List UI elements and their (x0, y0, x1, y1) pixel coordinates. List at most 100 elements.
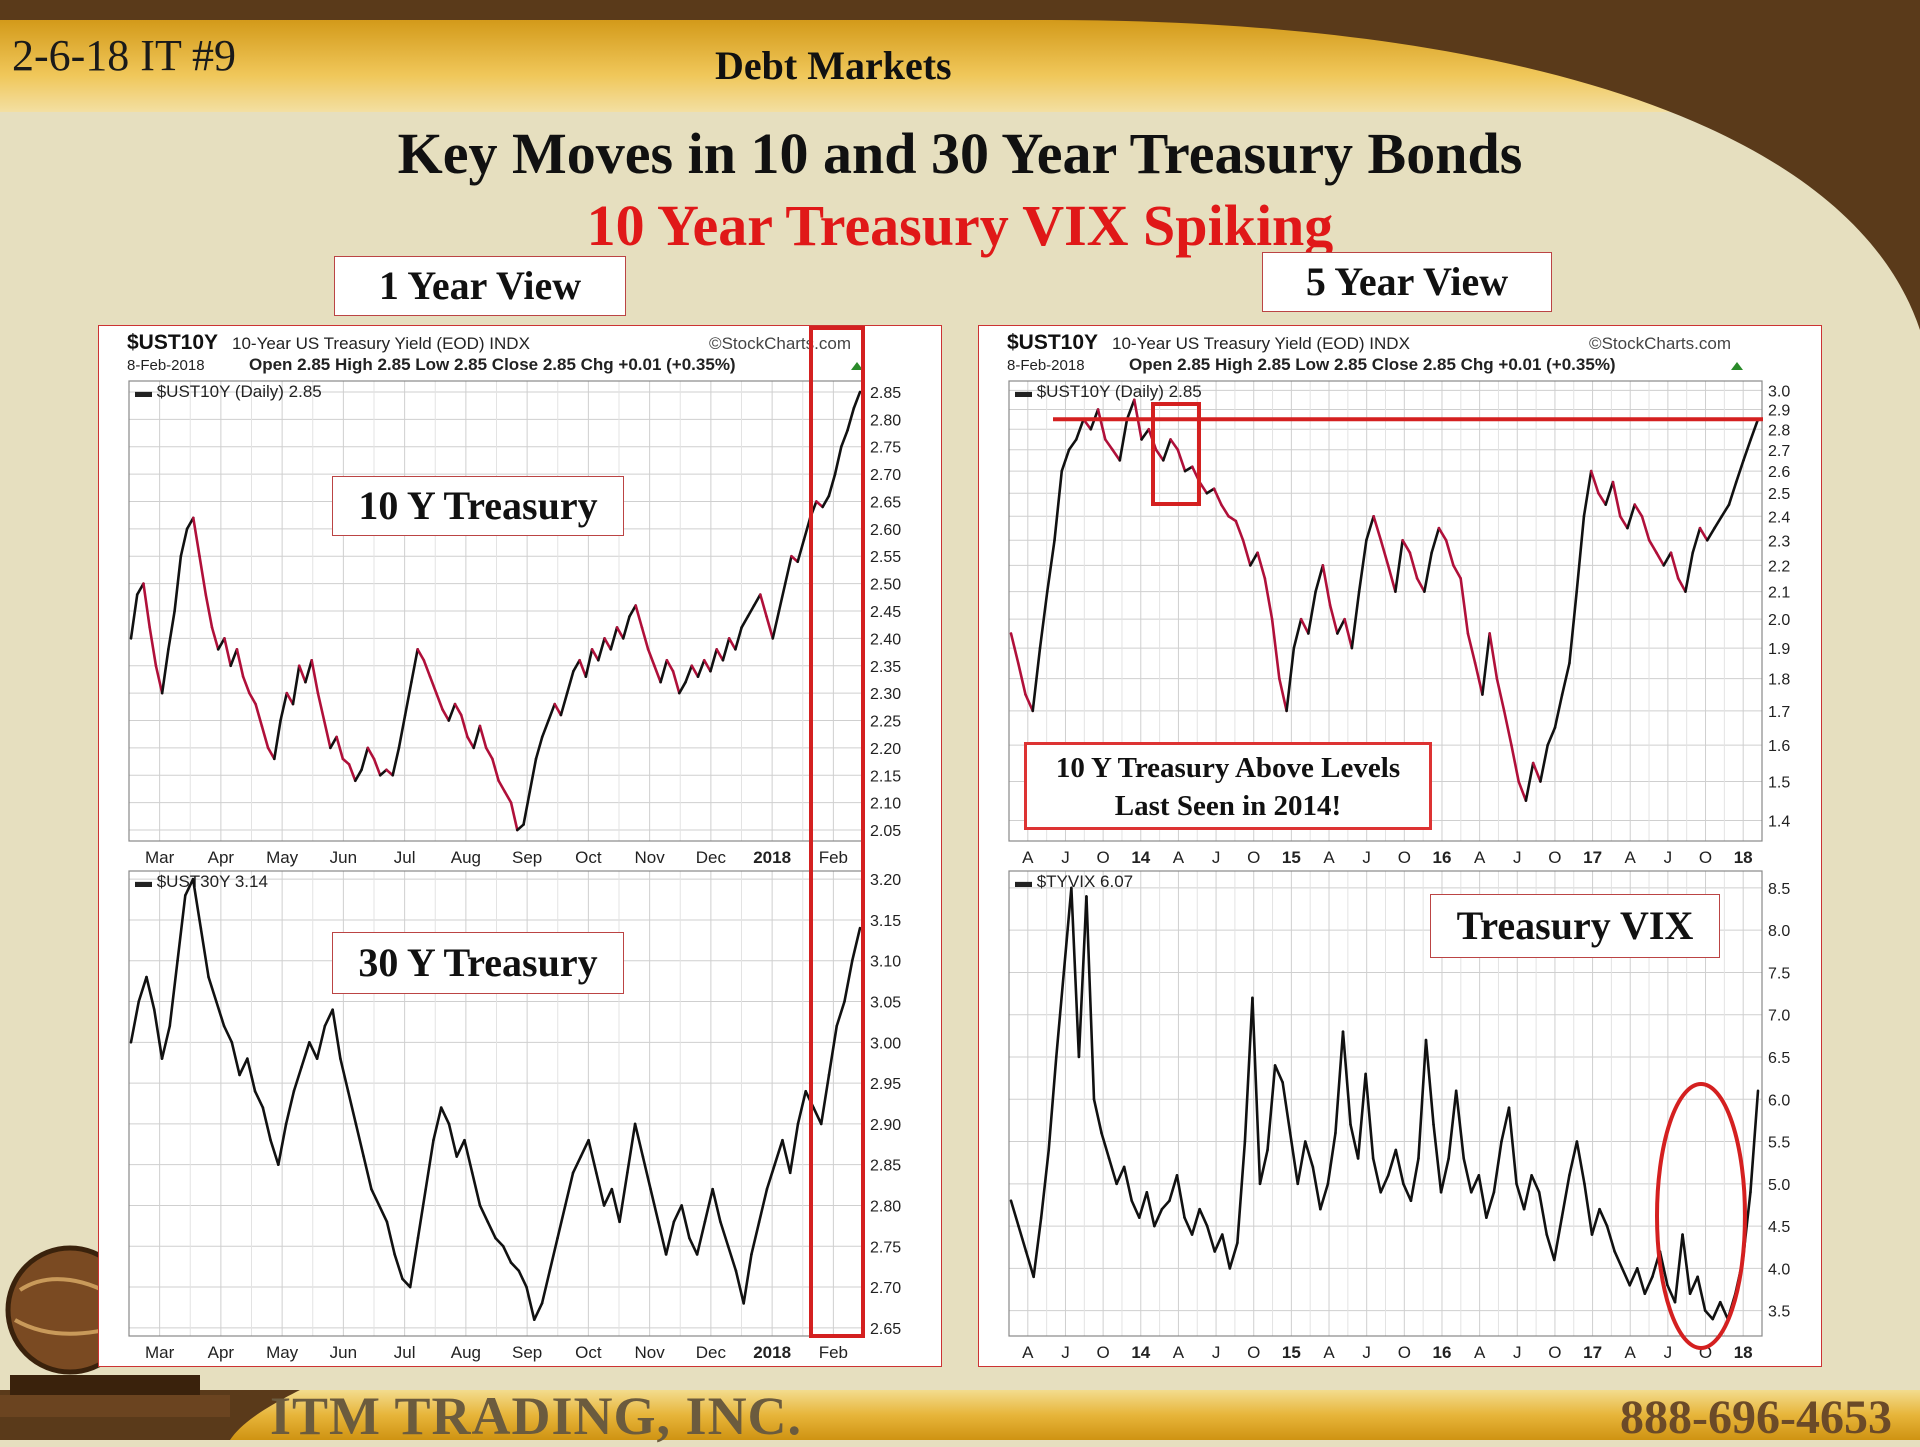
series-line-segment (1507, 1106, 1518, 1186)
series-line-segment (1213, 1233, 1224, 1253)
series-line-segment (759, 593, 768, 618)
series-line-segment (346, 1089, 358, 1126)
series-line-segment (235, 648, 245, 679)
series-line-segment (534, 735, 544, 761)
y-tick-label: 2.80 (870, 412, 901, 429)
series-line-segment (1485, 1190, 1496, 1219)
y-tick-label: 3.5 (1768, 1304, 1790, 1321)
series-line-segment (1140, 427, 1151, 441)
x-tick-label: A (1173, 848, 1185, 867)
series-line-segment (1568, 1140, 1579, 1177)
series-line-segment (472, 724, 482, 750)
series-line-segment (1618, 514, 1629, 530)
series-line-segment (1053, 469, 1064, 542)
y-tick-label: 3.0 (1768, 383, 1790, 400)
y-tick-label: 2.3 (1768, 533, 1790, 550)
series-line-segment (1626, 503, 1637, 530)
x-tick-label: Jul (394, 1343, 416, 1362)
x-tick-label: Jul (394, 848, 416, 867)
series-line-segment (517, 1269, 528, 1289)
series-line-segment (1696, 1275, 1707, 1312)
five-year-chart-svg: $UST10Y 10-Year US Treasury Yield (EOD) I… (1007, 331, 1790, 1362)
series-line-segment (664, 1220, 676, 1256)
series-line-segment (1175, 1174, 1186, 1219)
series-line-segment (1350, 590, 1361, 650)
x-tick-label: Mar (145, 848, 175, 867)
series-line-segment (843, 959, 854, 1003)
series-line-segment (765, 615, 775, 640)
x-tick-label: O (1548, 848, 1561, 867)
series-line-segment (176, 894, 187, 963)
series-line-segment (1031, 646, 1042, 713)
series-line-segment (1016, 661, 1027, 696)
series-line-segment (1183, 1216, 1194, 1236)
series-line-segment (1307, 590, 1317, 635)
y-tick-label: 3.10 (870, 954, 901, 971)
series-line-segment (1640, 514, 1651, 542)
series-line-segment (1115, 1165, 1126, 1186)
series-line-segment (702, 658, 712, 673)
series-line-segment (416, 1187, 428, 1240)
series-line-segment (1220, 1233, 1232, 1270)
series-line-segment (565, 669, 575, 695)
series-line-segment (339, 1057, 350, 1093)
series-line-segment (678, 680, 687, 695)
series-line-segment (1647, 538, 1658, 554)
x-tick-label: 18 (1734, 848, 1753, 867)
series-line-segment (1220, 503, 1230, 518)
y-tick-label: 3.05 (870, 995, 901, 1012)
chart-title: 10-Year US Treasury Yield (EOD) INDX (232, 334, 530, 353)
x-tick-label: Oct (575, 1343, 602, 1362)
series-line-segment (649, 1187, 660, 1224)
series-line-segment (129, 593, 139, 640)
series-line-segment (1742, 438, 1753, 462)
series-line-segment (160, 648, 170, 695)
series-line-segment (835, 1000, 846, 1028)
series-line-segment (1085, 895, 1096, 1101)
series-line-segment (354, 1122, 365, 1158)
series-line-segment (528, 757, 538, 794)
series-line-segment (441, 708, 451, 722)
series-line-segment (1111, 448, 1122, 462)
series-line-segment (185, 516, 195, 531)
series-line-segment (1009, 632, 1020, 665)
series-line-segment (1437, 526, 1448, 542)
y-tick-label: 2.75 (870, 1239, 901, 1256)
series-line-segment (680, 1204, 691, 1240)
x-tick-label: O (1398, 848, 1411, 867)
x-tick-label: 16 (1433, 848, 1452, 867)
series-line-segment (1183, 465, 1194, 473)
series-line-segment (742, 1253, 753, 1305)
one-year-chart-panel: $UST10Y 10-Year US Treasury Yield (EOD) I… (98, 325, 942, 1367)
series-line-segment (1386, 1148, 1398, 1177)
series-line-segment (1341, 1030, 1352, 1126)
series-line-segment (771, 609, 781, 640)
series-line-segment (300, 1041, 311, 1069)
series-line-segment (1522, 1174, 1533, 1211)
y-tick-label: 2.70 (870, 1280, 901, 1297)
series-line-segment (765, 1163, 776, 1191)
series-line-segment (653, 664, 662, 684)
series-line-segment (1462, 1157, 1473, 1194)
series-line-segment (1537, 1190, 1549, 1236)
series-line-segment (603, 637, 613, 651)
highlight-box (809, 326, 865, 1338)
y-tick-label: 3.15 (870, 913, 901, 930)
x-tick-label: Mar (145, 1343, 175, 1362)
y-tick-label: 3.00 (870, 1035, 901, 1052)
series-line-segment (432, 1106, 443, 1142)
series-line-segment (1107, 1157, 1118, 1186)
series-line-segment (556, 1204, 567, 1240)
up-arrow-icon (1731, 362, 1743, 370)
series-line-segment (385, 1220, 396, 1256)
series-line-segment (447, 702, 457, 722)
series-line-segment (310, 658, 320, 695)
series-line-segment (1379, 538, 1390, 567)
y-tick-label: 2.35 (870, 659, 901, 676)
series-line-segment (362, 1155, 373, 1191)
series-line-segment (1249, 551, 1259, 567)
y-tick-label: 2.55 (870, 549, 901, 566)
series-line-segment (548, 1236, 559, 1273)
series-line-segment (540, 719, 550, 739)
y-tick-label: 1.6 (1768, 738, 1790, 755)
